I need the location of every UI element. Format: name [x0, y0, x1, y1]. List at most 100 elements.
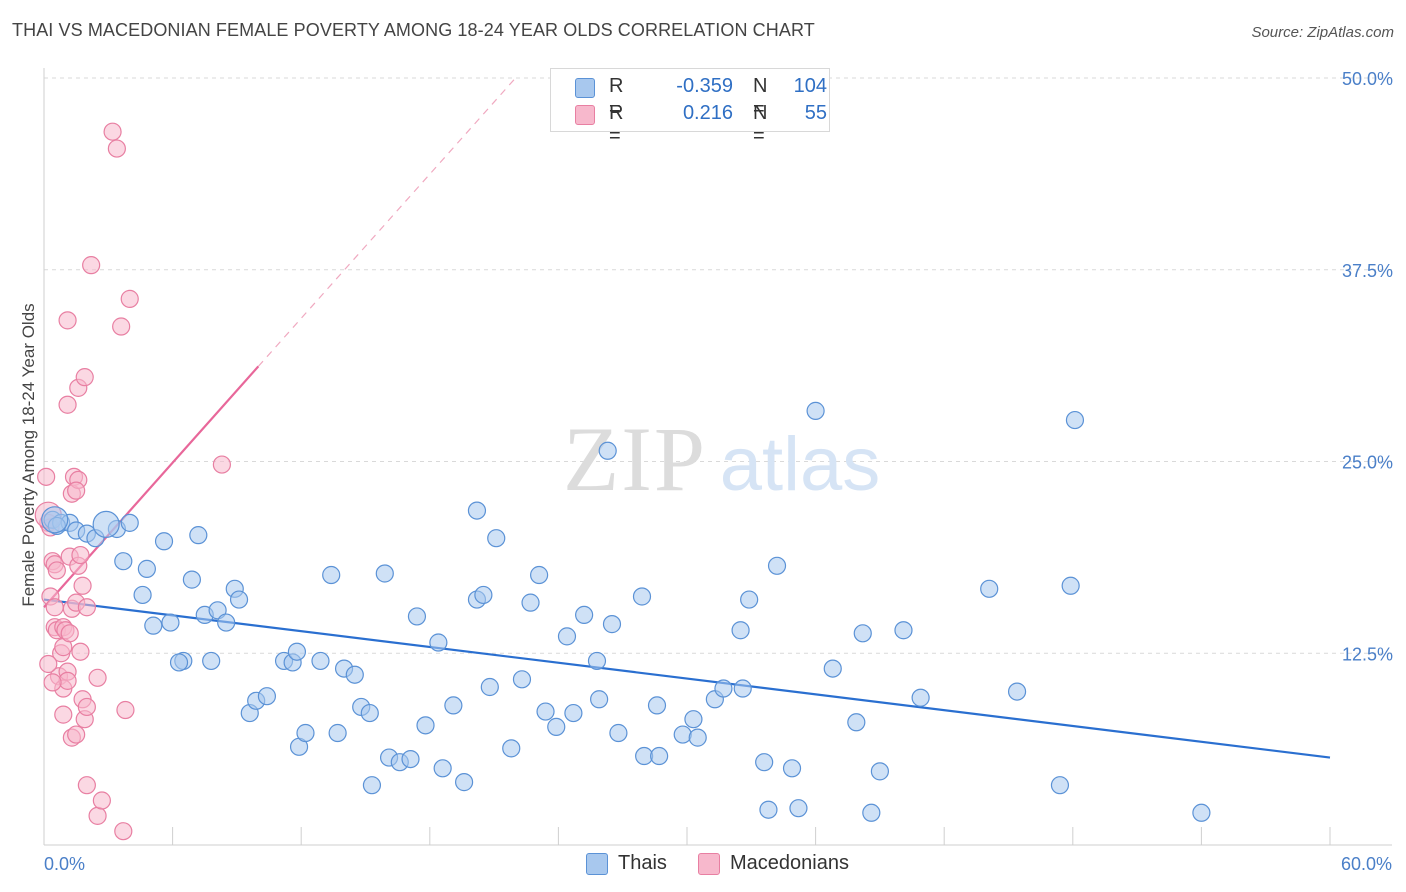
thais-point-87: [806, 401, 825, 420]
watermark: ZIP atlas: [563, 408, 880, 510]
thais-legend-swatch: [586, 853, 608, 875]
watermark-zip: ZIP: [563, 408, 707, 510]
macedonians-point-28: [71, 642, 90, 661]
thais-point-13: [154, 532, 174, 551]
x-tick-labels: 0.0% 60.0%: [44, 854, 1392, 874]
thais-point-45: [407, 607, 427, 626]
thais-point-40: [362, 776, 382, 795]
x-tick-label-1: 60.0%: [1341, 854, 1392, 874]
thais-point-98: [1061, 576, 1080, 595]
r-value: -0.359: [676, 75, 733, 97]
source-credit: Source: ZipAtlas.com: [1251, 24, 1394, 41]
macedonians-point-33: [77, 697, 96, 717]
macedonians-point-40: [77, 776, 96, 795]
thais-point-97: [1050, 776, 1070, 795]
thais-point-35: [328, 723, 347, 743]
macedonians-point-51: [212, 455, 231, 474]
thais-point-79: [731, 621, 750, 640]
thais-point-84: [767, 556, 787, 575]
macedonians-point-36: [58, 311, 77, 330]
thais-point-96: [1007, 682, 1027, 701]
thais-point-55: [487, 529, 506, 548]
macedonians-point-9: [47, 561, 66, 580]
thais-point-93: [894, 621, 913, 640]
macedonians-point-0: [37, 467, 56, 486]
thais-point-70: [632, 587, 652, 606]
thais-point-54: [480, 677, 499, 697]
thais-point-41: [375, 564, 394, 583]
thais-point-56: [502, 739, 521, 758]
thais-point-68: [602, 615, 622, 634]
thais-point-9: [114, 552, 133, 571]
macedonians-points: [34, 122, 231, 841]
watermark-atlas: atlas: [720, 422, 881, 507]
thais-point-17: [182, 570, 201, 589]
thais-point-80: [733, 679, 752, 698]
thais-point-72: [647, 696, 667, 715]
n-value: 55: [804, 102, 827, 124]
macedonians-point-54: [54, 705, 73, 724]
thais-point-46: [416, 716, 435, 735]
thais-point-39: [360, 703, 379, 723]
thais-point-52: [474, 585, 493, 605]
thais-point-95: [980, 579, 999, 598]
thais-point-65: [587, 651, 607, 671]
thais-point-47: [429, 633, 448, 652]
thais-point-69: [609, 723, 628, 743]
thais-point-91: [862, 803, 881, 822]
thais-point-37: [345, 665, 364, 684]
thais-point-14: [161, 613, 180, 632]
macedonians-point-42: [88, 668, 107, 687]
thais-point-30: [287, 642, 307, 661]
thais-point-64: [575, 605, 594, 625]
macedonians-point-46: [107, 139, 126, 158]
thais-point-63: [564, 703, 583, 723]
thais-point-20: [202, 651, 221, 671]
thais-point-58: [521, 593, 540, 612]
thais-point-100: [1192, 803, 1211, 822]
thais-point-53: [467, 501, 487, 520]
thais-point-94: [911, 688, 930, 707]
thais-point-76: [688, 728, 707, 747]
macedonians-point-30: [73, 576, 92, 595]
r-label: R =: [609, 102, 624, 147]
macedonians-swatch: [575, 105, 595, 125]
thais-point-99: [1065, 410, 1085, 430]
thais-point-85: [782, 759, 802, 778]
macedonians-point-47: [112, 317, 131, 336]
macedonians-point-18: [60, 624, 79, 643]
thais-point-89: [847, 713, 866, 732]
macedonians-point-35: [67, 481, 86, 500]
thais-point-22: [217, 613, 236, 632]
thais-point-44: [401, 749, 420, 769]
thais-point-86: [789, 799, 808, 818]
thais-point-81: [740, 590, 759, 609]
thais-point-12: [144, 616, 163, 635]
thais-point-11: [137, 559, 156, 578]
thais-legend-label: Thais: [618, 852, 667, 874]
thais-point-8: [120, 513, 139, 532]
y-tick-label-0: 12.5%: [1342, 644, 1393, 664]
thais-point-78: [714, 679, 733, 698]
macedonians-point-41: [82, 256, 101, 275]
macedonians-point-52: [39, 654, 58, 674]
thais-point-32: [296, 723, 315, 743]
y-axis-label: Female Poverty Among 18-24 Year Olds: [19, 303, 38, 606]
macedonians-point-25: [67, 725, 86, 744]
thais-point-34: [322, 565, 341, 585]
thais-point-21: [208, 601, 227, 620]
correlation-legend: R = -0.359 N = 104 R = 0.216 N = 55: [550, 68, 830, 147]
macedonians-legend-label: Macedonians: [730, 852, 849, 874]
macedonians-point-6: [45, 598, 64, 617]
macedonians-point-37: [58, 395, 77, 414]
n-label: N =: [753, 102, 768, 147]
thais-trend-line: [43, 598, 1331, 759]
thais-point-67: [598, 441, 617, 460]
macedonians-point-17: [58, 671, 77, 690]
macedonians-point-44: [92, 791, 111, 810]
thais-point-83: [759, 800, 778, 819]
y-tick-label-1: 25.0%: [1342, 453, 1393, 473]
thais-point-60: [536, 702, 555, 721]
thais-point-49: [444, 696, 463, 715]
thais-large-point-1: [92, 510, 120, 538]
